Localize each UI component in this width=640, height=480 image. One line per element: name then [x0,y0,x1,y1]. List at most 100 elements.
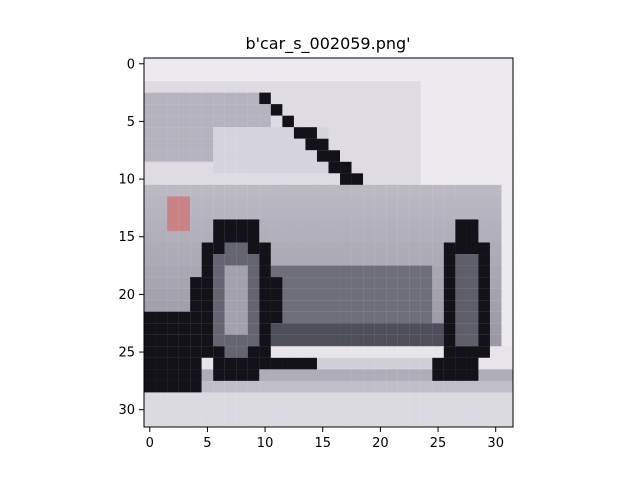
image-pixel [397,392,410,405]
image-pixel [455,254,467,266]
image-pixel [397,242,410,255]
image-pixel [340,138,352,151]
image-pixel [340,357,352,370]
image-pixel [363,288,375,301]
image-pixel [201,357,214,370]
image-pixel [386,242,398,255]
image-pixel [363,104,375,116]
image-pixel [305,81,318,93]
image-pixel [270,173,283,185]
image-pixel [340,265,352,278]
image-pixel [270,104,283,116]
image-pixel [224,369,237,381]
image-pixel [386,334,398,347]
image-pixel [489,92,502,105]
image-pixel [420,242,433,255]
image-pixel [489,230,502,243]
image-pixel [236,150,248,162]
y-tick-label: 10 [118,173,135,188]
image-pixel [201,415,214,428]
image-pixel [397,346,410,358]
image-pixel [259,196,271,209]
image-pixel [501,81,514,93]
image-pixel [247,196,260,209]
image-pixel [386,300,398,312]
image-pixel [236,161,248,174]
image-pixel [374,403,387,416]
image-pixel [155,415,168,428]
image-pixel [478,138,491,151]
image-pixel [374,138,387,151]
image-pixel [247,242,260,255]
image-pixel [178,184,191,197]
image-pixel [489,173,502,185]
image-pixel [409,230,421,243]
image-pixel [466,127,479,139]
image-pixel [190,300,202,312]
image-pixel [489,288,502,301]
image-pixel [409,115,421,128]
image-pixel [259,219,271,232]
image-pixel [420,369,433,381]
image-pixel [501,311,514,324]
image-pixel [340,196,352,209]
image-pixel [420,392,433,405]
image-pixel [432,334,444,347]
image-pixel [443,81,456,93]
image-pixel [351,277,364,289]
image-pixel [270,138,283,151]
image-pixel [259,300,271,312]
image-pixel [455,173,467,185]
image-pixel [374,207,387,220]
image-pixel [270,230,283,243]
image-pixel [293,115,306,128]
image-pixel [363,254,375,266]
image-pixel [397,219,410,232]
image-pixel [270,415,283,428]
image-pixel [247,357,260,370]
image-pixel [270,380,283,393]
image-pixel [270,150,283,162]
image-pixel [167,138,179,151]
image-pixel [213,265,225,278]
image-pixel [144,265,156,278]
image-pixel [178,92,191,105]
image-pixel [167,277,179,289]
image-pixel [328,392,341,405]
image-pixel [409,334,421,347]
image-pixel [455,138,467,151]
image-pixel [489,254,502,266]
image-pixel [259,288,271,301]
image-pixel [351,69,364,82]
image-pixel [443,230,456,243]
image-pixel [443,357,456,370]
image-pixel [351,403,364,416]
image-pixel [224,380,237,393]
image-pixel [443,138,456,151]
image-pixel [466,173,479,185]
image-pixel [224,288,237,301]
image-pixel [466,311,479,324]
image-pixel [167,288,179,301]
image-pixel [270,403,283,416]
image-pixel [213,323,225,335]
image-pixel [328,323,341,335]
image-pixel [259,58,271,70]
image-pixel [374,92,387,105]
image-pixel [420,184,433,197]
image-pixel [282,173,295,185]
image-pixel [305,323,318,335]
image-pixel [443,92,456,105]
image-pixel [466,403,479,416]
image-pixel [340,230,352,243]
image-pixel [466,184,479,197]
image-pixel [328,219,341,232]
image-pixel [201,196,214,209]
x-axis: 0 5 10 15 20 25 30 [146,427,504,451]
image-pixel [259,81,271,93]
image-pixel [293,265,306,278]
image-pixel [201,311,214,324]
y-tick-label: 0 [127,57,135,72]
image-pixel [455,415,467,428]
image-pixel [178,334,191,347]
